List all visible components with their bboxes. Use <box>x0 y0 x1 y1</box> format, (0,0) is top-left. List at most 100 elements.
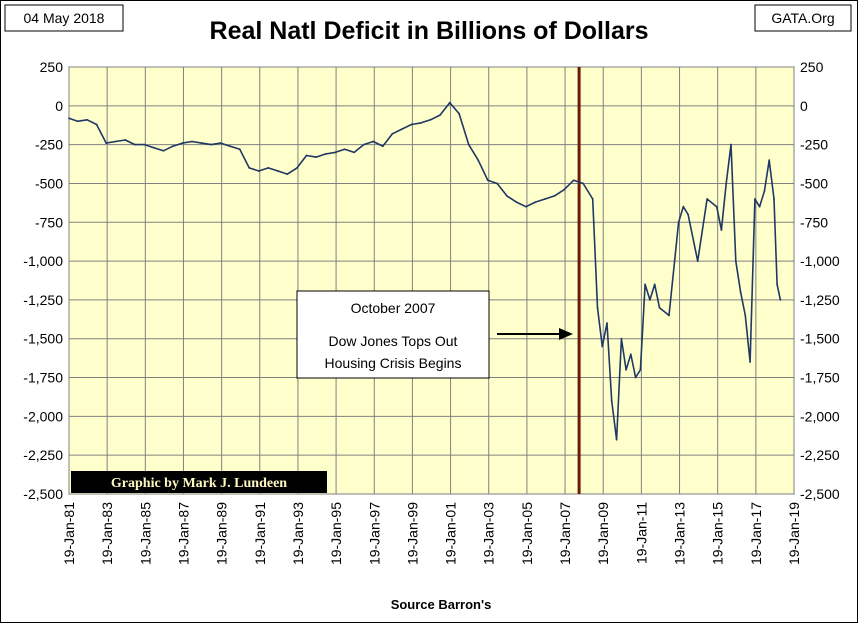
x-axis-label: Source Barron's <box>391 597 492 612</box>
data-point <box>391 132 394 135</box>
data-point <box>334 151 336 154</box>
data-point <box>610 399 613 402</box>
y-tick-label-left: -1,250 <box>23 292 63 308</box>
data-point <box>763 190 766 193</box>
data-point <box>625 368 627 371</box>
data-point <box>563 188 565 191</box>
annotation-arrow <box>497 328 573 340</box>
data-point <box>152 146 155 149</box>
y-tick-label-left: -1,750 <box>23 370 63 386</box>
data-point <box>515 201 518 204</box>
data-point <box>639 368 642 371</box>
x-tick-label: 19-Jan-91 <box>252 502 268 565</box>
source-site-label: GATA.Org <box>771 10 834 26</box>
y-tick-label-left: 250 <box>40 59 64 75</box>
y-tick-label-right: -2,250 <box>800 447 840 463</box>
x-tick-label: 19-Jan-09 <box>595 502 611 565</box>
y-tick-label-left: -250 <box>35 137 63 153</box>
data-point <box>124 139 127 141</box>
x-tick-label: 19-Jan-17 <box>748 502 764 565</box>
x-axis: 19-Jan-81 19-Jan-83 19-Jan-85 19-Jan-87 19-J… <box>61 502 802 565</box>
x-tick-label: 19-Jan-01 <box>443 502 459 565</box>
data-point <box>305 154 308 157</box>
data-point <box>779 299 782 301</box>
data-point <box>768 159 771 162</box>
x-tick-label: 19-Jan-89 <box>214 502 230 565</box>
x-tick-label: 19-Jan-11 <box>633 502 649 564</box>
data-point <box>257 170 260 172</box>
data-point <box>467 143 470 146</box>
y-tick-label-right: -750 <box>800 214 828 230</box>
data-point <box>162 149 165 152</box>
data-point <box>668 314 670 317</box>
x-tick-label: 19-Jan-85 <box>137 502 153 565</box>
data-point <box>653 283 656 286</box>
data-point <box>720 229 723 231</box>
y-tick-label-right: -2,000 <box>800 408 840 424</box>
y-tick-label-left: -750 <box>35 214 63 230</box>
data-point <box>553 195 556 197</box>
data-point <box>95 123 98 126</box>
data-point <box>620 337 623 340</box>
x-tick-label: 19-Jan-99 <box>404 502 420 565</box>
y-tick-label-right: 0 <box>800 98 808 114</box>
x-tick-label: 19-Jan-97 <box>366 502 382 565</box>
data-point <box>372 140 375 143</box>
y-tick-label-left: -2,000 <box>23 408 63 424</box>
data-point <box>114 140 117 143</box>
data-point <box>715 205 718 208</box>
data-point <box>687 213 689 216</box>
data-point <box>277 170 279 172</box>
data-point <box>324 153 327 155</box>
data-point <box>86 118 88 121</box>
data-point <box>381 145 384 148</box>
data-point <box>458 112 460 115</box>
data-point <box>677 221 680 224</box>
data-point <box>133 143 136 146</box>
gridlines <box>68 66 795 495</box>
y-tick-label-right: -1,250 <box>800 292 840 308</box>
data-point <box>739 291 742 293</box>
data-point <box>410 123 413 126</box>
data-point <box>525 205 527 208</box>
data-point <box>506 195 508 197</box>
x-tick-label: 19-Jan-93 <box>290 502 306 565</box>
y-tick-label-left: -1,500 <box>23 331 63 347</box>
data-point <box>181 142 184 145</box>
y-tick-label-left: -2,500 <box>23 486 63 502</box>
data-point <box>200 142 203 145</box>
x-tick-label: 19-Jan-95 <box>328 502 344 565</box>
plot-area <box>68 66 795 495</box>
data-point <box>582 182 585 185</box>
data-point <box>534 201 537 204</box>
x-tick-label: 19-Jan-07 <box>557 502 573 565</box>
data-point <box>572 179 575 182</box>
data-point <box>286 173 289 176</box>
data-point <box>601 345 604 348</box>
x-tick-label: 19-Jan-03 <box>481 502 497 565</box>
series-points <box>68 101 782 441</box>
y-tick-label-left: 0 <box>55 98 63 114</box>
data-point <box>634 376 637 379</box>
data-point <box>267 167 270 169</box>
data-point <box>706 198 708 200</box>
data-point <box>730 143 732 146</box>
data-point <box>477 159 480 162</box>
data-point <box>343 148 346 151</box>
y-axis-left: 250 0 -250 -500 -750 -1,000 -1,250 -1,500 -1,750… <box>23 59 63 502</box>
credit-text: Graphic by Mark J. Lundeen <box>111 476 287 491</box>
x-tick-label: 19-Jan-05 <box>519 502 535 565</box>
data-point <box>486 179 489 182</box>
data-point <box>658 306 661 309</box>
annotation-line-2: Dow Jones Tops Out <box>329 333 458 349</box>
y-axis-right: 250 0 -250 -500 -750 -1,000 -1,250 -1,500 -1,750… <box>800 59 840 502</box>
y-tick-label-right: -1,500 <box>800 331 840 347</box>
y-tick-label-left: -1,000 <box>23 253 63 269</box>
data-point <box>773 198 775 200</box>
source-site-box <box>754 4 852 32</box>
data-point <box>496 182 499 185</box>
y-tick-label-right: 250 <box>800 59 824 75</box>
data-point <box>68 117 70 120</box>
